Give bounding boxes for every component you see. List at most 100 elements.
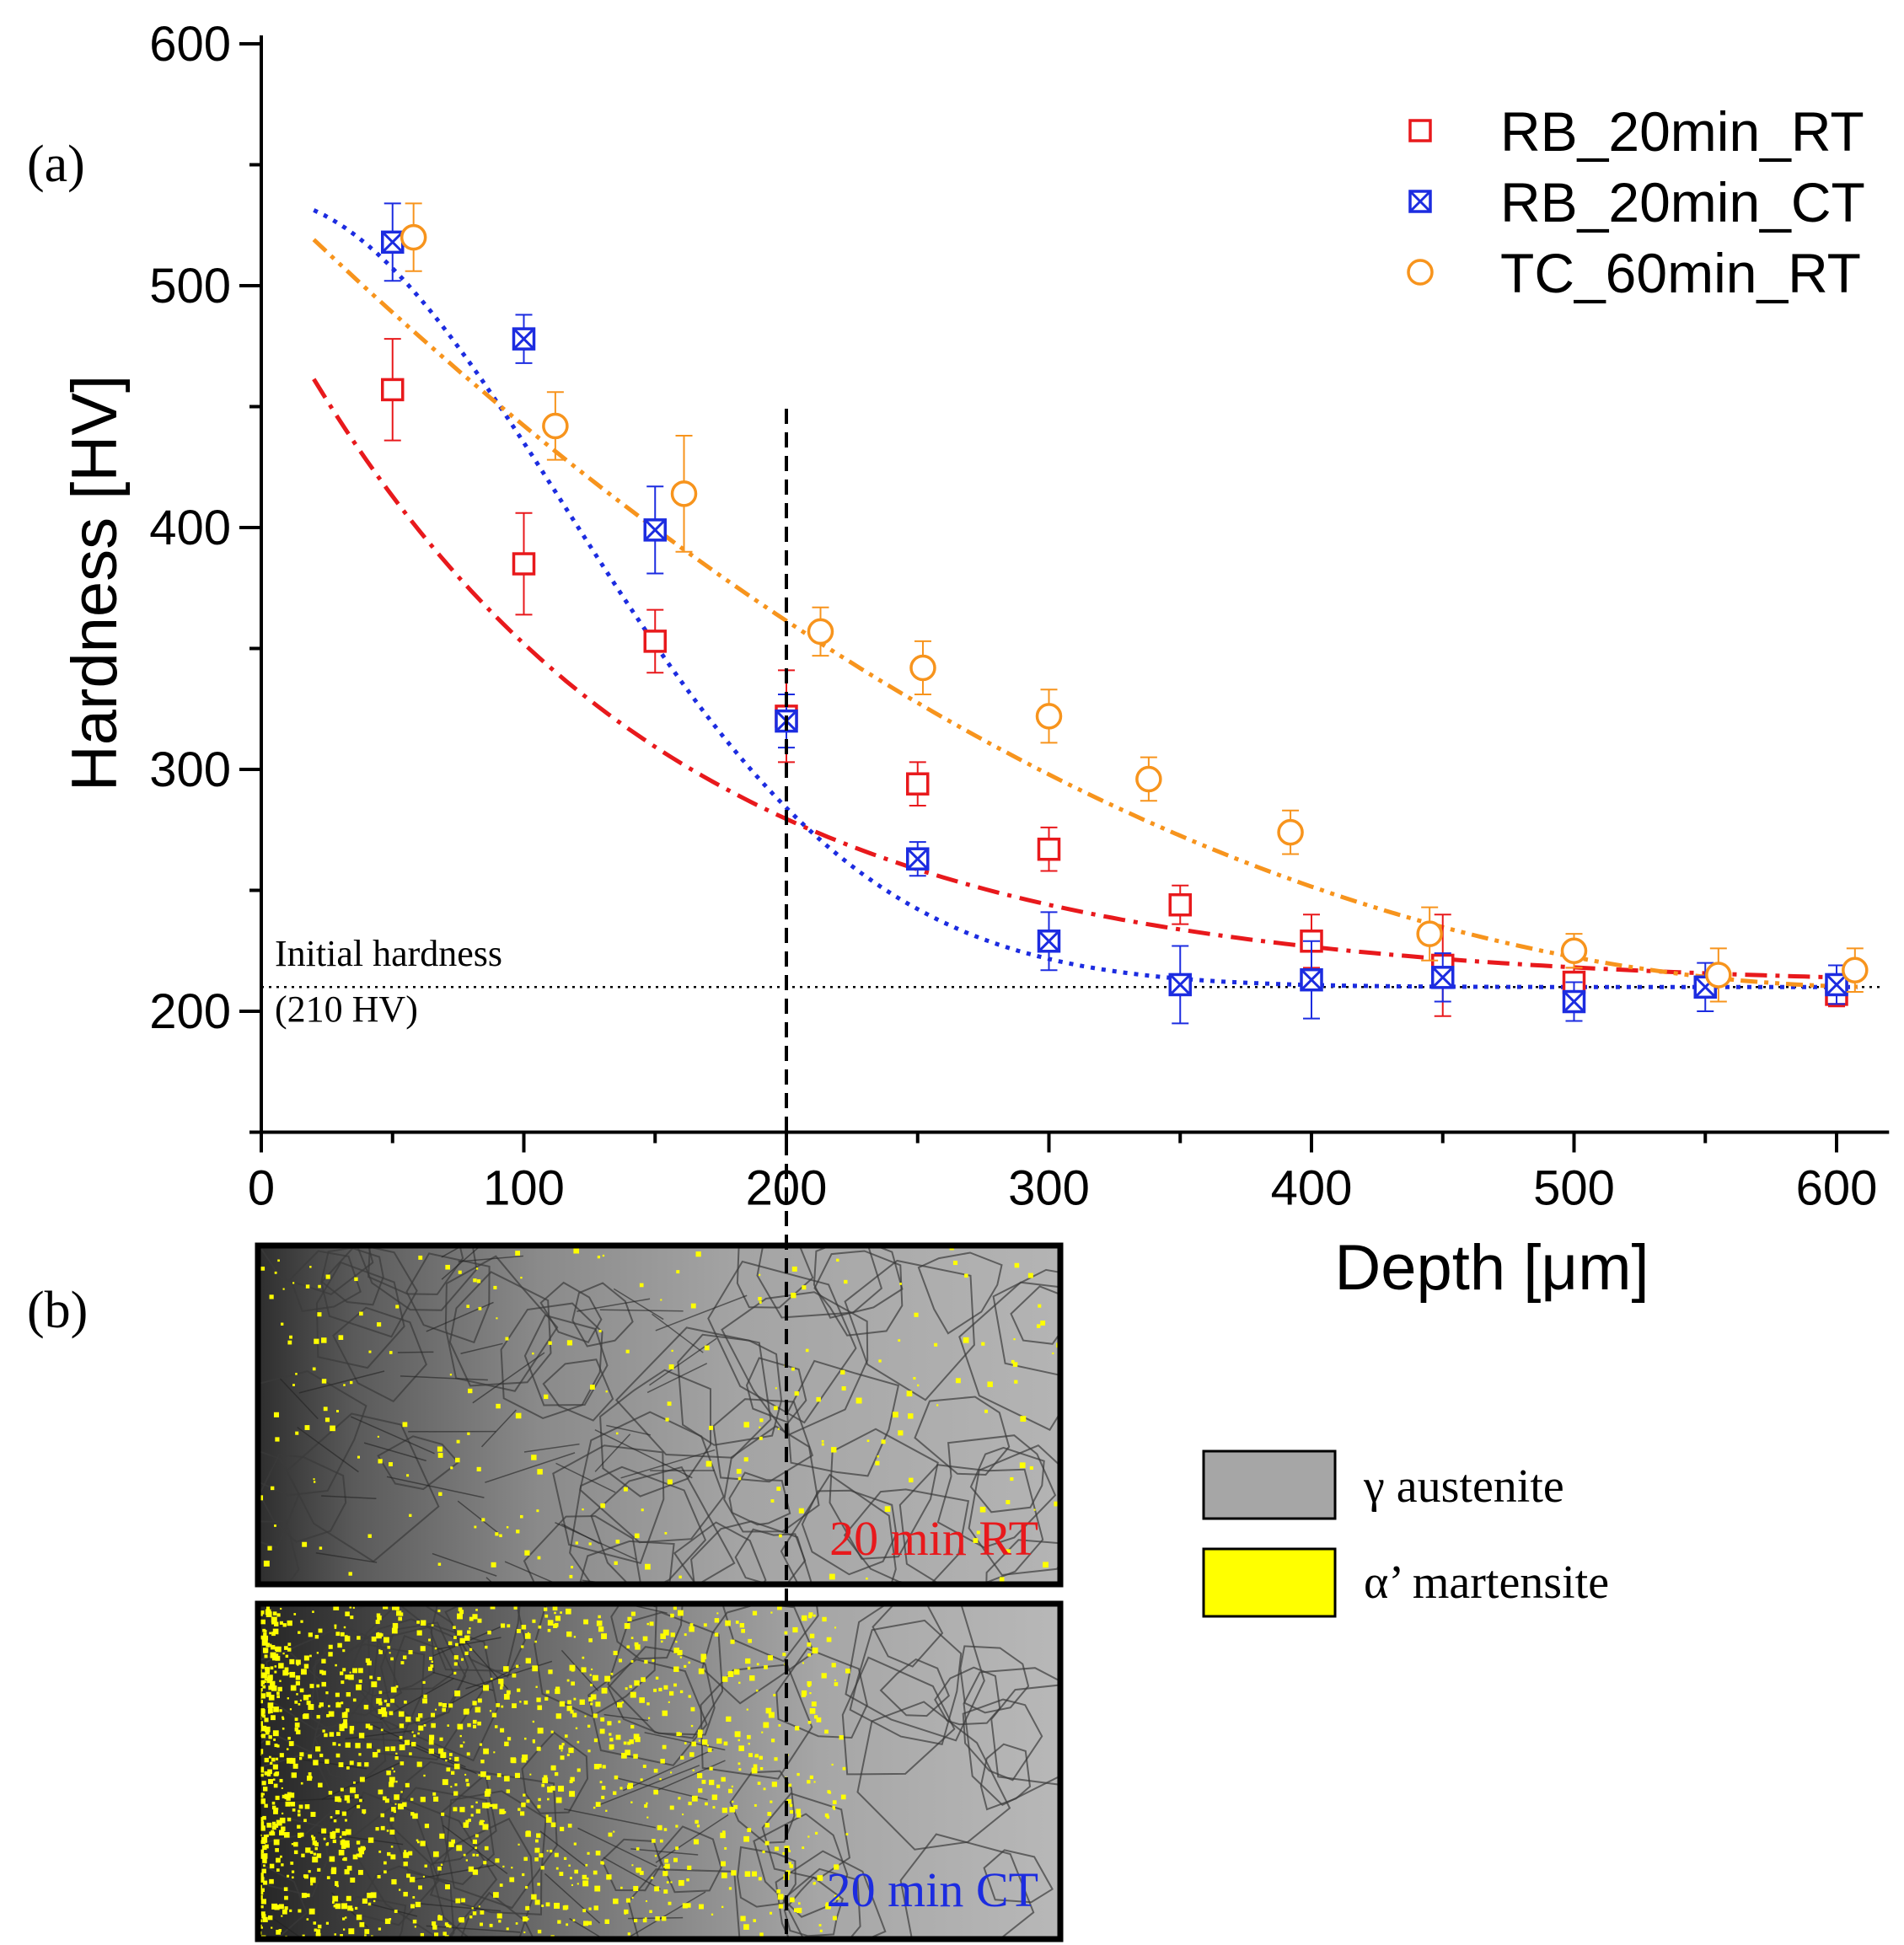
austenite-label: γ austenite — [1363, 1460, 1564, 1513]
phase-legend: γ austenite α’ martensite — [1202, 1449, 1609, 1618]
marker — [1037, 837, 1061, 861]
micrograph-rt: 20 min RT — [255, 1242, 1064, 1588]
x-tick-label: 100 — [483, 1161, 565, 1216]
data-point-RB_20min_RT — [906, 761, 930, 807]
data-point-TC_60min_RT — [542, 391, 569, 461]
data-point-RB_20min_CT — [1300, 940, 1323, 1020]
data-point-RB_20min_CT — [381, 202, 405, 282]
legend-label: RB_20min_RT — [1500, 100, 1864, 163]
y-tick-label: 300 — [149, 742, 231, 797]
data-point-RB_20min_CT — [643, 485, 667, 575]
marker — [1842, 956, 1869, 983]
martensite-phase-rt — [258, 1246, 1060, 1583]
marker — [1560, 937, 1588, 964]
x-tick-label: 400 — [1271, 1161, 1353, 1216]
legend-symbol-RB_20min_RT — [1408, 119, 1432, 142]
data-point-RB_20min_RT — [381, 338, 405, 442]
data-point-TC_60min_RT — [1705, 947, 1732, 1003]
x-tick-label: 500 — [1533, 1161, 1615, 1216]
data-point-RB_20min_RT — [1168, 884, 1192, 925]
marker — [670, 480, 698, 507]
initial-hardness-label: Initial hardness — [275, 933, 502, 974]
panel-label-b: (b) — [27, 1282, 88, 1339]
y-axis-label: Hardness [HV] — [59, 375, 131, 791]
data-point-TC_60min_RT — [1416, 906, 1443, 962]
marker — [643, 518, 667, 542]
fit-curve-RB_20min_CT — [313, 208, 1858, 989]
marker — [643, 630, 667, 653]
marker — [1035, 703, 1063, 730]
marker — [1135, 765, 1162, 793]
data-point-TC_60min_RT — [1135, 756, 1162, 802]
data-point-RB_20min_CT — [906, 841, 930, 877]
data-point-TC_60min_RT — [1277, 809, 1304, 855]
x-tick-label: 300 — [1008, 1161, 1090, 1216]
martensite-phase-ct — [258, 1604, 850, 1939]
marker — [1300, 967, 1323, 992]
fit-curve-RB_20min_RT — [312, 378, 1858, 980]
x-axis-label: Depth [μm] — [1334, 1232, 1649, 1304]
data-point-RB_20min_CT — [1037, 911, 1061, 972]
marker — [1037, 930, 1061, 953]
marker — [512, 327, 536, 351]
y-tick-label: 600 — [149, 17, 231, 72]
panel-label-a: (a) — [27, 136, 85, 193]
y-tick-label: 400 — [149, 501, 231, 555]
marker — [909, 654, 936, 682]
marker — [1705, 962, 1732, 989]
data-point-RB_20min_RT — [1037, 826, 1061, 872]
x-tick-label: 600 — [1796, 1161, 1878, 1216]
data-point-TC_60min_RT — [1560, 933, 1588, 969]
data-point-RB_20min_CT — [1168, 945, 1192, 1025]
marker — [512, 552, 536, 576]
data-point-TC_60min_RT — [400, 202, 427, 272]
data-point-RB_20min_RT — [643, 608, 667, 674]
x-tick-label: 0 — [248, 1161, 275, 1216]
data-point-TC_60min_RT — [670, 434, 698, 553]
fit-curves — [312, 208, 1858, 989]
data-points — [381, 202, 1869, 1025]
marker — [807, 618, 834, 646]
data-point-TC_60min_RT — [807, 606, 834, 657]
initial-hardness-value: (210 HV) — [275, 989, 418, 1030]
marker — [542, 412, 569, 440]
micrograph-ct: 20 min CT — [255, 1600, 1064, 1942]
marker — [400, 223, 427, 251]
marker — [381, 378, 405, 402]
data-point-TC_60min_RT — [1842, 947, 1869, 994]
marker — [381, 230, 405, 255]
fit-curve-TC_60min_RT — [312, 238, 1858, 989]
marker — [906, 772, 930, 796]
micrograph-ct-label: 20 min CT — [827, 1862, 1038, 1917]
data-point-RB_20min_CT — [512, 313, 536, 364]
marker — [1168, 892, 1192, 917]
marker — [1562, 989, 1586, 1014]
data-point-RB_20min_CT — [1431, 952, 1455, 1003]
marker — [1416, 920, 1443, 947]
legend-symbol-TC_60min_RT — [1407, 259, 1434, 286]
marker — [906, 847, 930, 871]
data-point-RB_20min_CT — [1825, 964, 1848, 1005]
data-point-TC_60min_RT — [1035, 689, 1063, 744]
legend-symbol-RB_20min_CT — [1408, 190, 1432, 213]
legend-label: RB_20min_CT — [1500, 171, 1865, 233]
marker — [1431, 966, 1455, 989]
austenite-swatch — [1202, 1449, 1337, 1520]
y-tick-label: 500 — [149, 259, 231, 313]
data-point-TC_60min_RT — [909, 640, 936, 696]
martensite-swatch — [1202, 1547, 1337, 1618]
chart-legend: RB_20min_RT RB_20min_CT TC_60min_RT — [1407, 100, 1865, 304]
legend-label: TC_60min_RT — [1500, 242, 1861, 304]
marker — [1825, 972, 1848, 997]
data-point-RB_20min_RT — [512, 512, 536, 616]
martensite-label: α’ martensite — [1364, 1557, 1609, 1609]
grain-boundaries-ct — [258, 1604, 1060, 1939]
y-tick-label: 200 — [149, 984, 231, 1039]
data-point-RB_20min_CT — [1562, 981, 1586, 1022]
marker — [1277, 818, 1304, 846]
marker — [1168, 972, 1192, 997]
micrograph-rt-label: 20 min RT — [829, 1511, 1038, 1566]
